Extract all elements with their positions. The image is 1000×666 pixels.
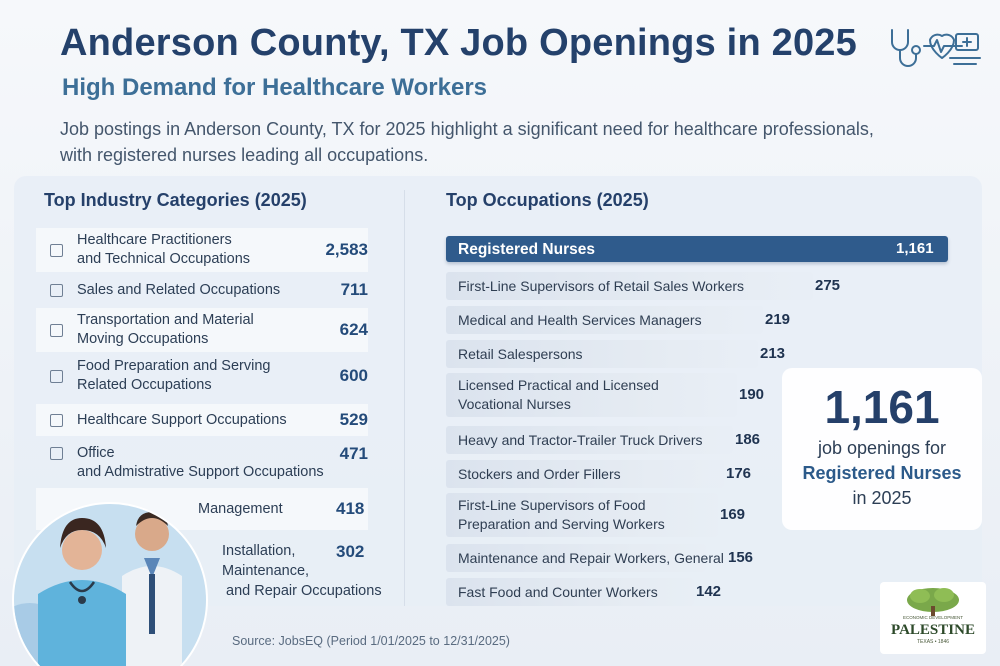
occupation-value: 186 [735, 431, 761, 448]
page-subtitle: High Demand for Healthcare Workers [62, 74, 488, 101]
industry-label: and Repair Occupations [226, 583, 382, 599]
industry-value: 529 [339, 410, 368, 429]
occupation-bar [446, 236, 948, 262]
occupation-value: 190 [739, 386, 765, 403]
industry-section-title: Top Industry Categories (2025) [44, 190, 307, 210]
callout-text: in 2025 [852, 488, 912, 508]
industry-label: Sales and Related Occupations [77, 281, 281, 298]
industry-value: 2,583 [325, 240, 368, 259]
industry-value: 471 [339, 444, 368, 463]
checkbox-icon [50, 413, 63, 427]
industry-label: Transportation and Material [77, 312, 254, 328]
occupation-label: Maintenance and Repair Workers, General [458, 549, 724, 566]
industry-row: Food Preparation and Serving Related Occ… [36, 354, 368, 398]
industry-label: and Admistrative Support Occupations [77, 464, 324, 480]
industry-label: Moving Occupations [77, 331, 209, 347]
occupation-bar [446, 340, 758, 368]
occupation-label: Fast Food and Counter Workers [458, 583, 658, 600]
intro-line-1: Job postings in Anderson County, TX for … [60, 119, 874, 139]
industry-label: Office [77, 445, 115, 461]
occupation-value: 1,161 [896, 240, 934, 257]
intro-text: Job postings in Anderson County, TX for … [60, 116, 980, 168]
healthcare-workers-photo [12, 502, 208, 666]
occupation-value: 213 [760, 345, 786, 362]
checkbox-icon [50, 447, 63, 460]
industry-row: Office and Admistrative Support Occupati… [36, 440, 368, 484]
occupation-value: 169 [720, 506, 746, 523]
industry-value: 302 [336, 542, 365, 561]
industry-label: Food Preparation and Serving [77, 358, 271, 374]
panel-divider [404, 190, 405, 606]
industry-value: 624 [339, 320, 368, 339]
checkbox-icon [50, 243, 63, 257]
occupation-value: 156 [728, 549, 754, 566]
industry-row: Sales and Related Occupations 711 [36, 276, 368, 304]
industry-row: Healthcare Practitioners and Technical O… [36, 228, 368, 272]
logo-name: PALESTINE [891, 622, 975, 638]
occupation-label: Medical and Health Services Managers [458, 311, 702, 328]
callout-highlight: Registered Nurses [802, 463, 962, 483]
occupation-bar [446, 426, 733, 454]
occupation-label: Retail Salespersons [458, 345, 583, 362]
industry-row: Transportation and Material Moving Occup… [36, 308, 368, 352]
occupation-bar [446, 578, 694, 606]
occupation-label: Registered Nurses [458, 240, 595, 258]
industry-label: Installation, [222, 543, 296, 559]
occupation-bar [446, 544, 706, 572]
occupation-bar [446, 272, 813, 300]
occupation-label: First-Line Supervisors of Retail Sales W… [458, 277, 745, 294]
logo-bottom-text: TEXAS • 1846 [917, 639, 949, 645]
stethoscope-heartbeat-icon [891, 29, 981, 67]
logo-top-text: ECONOMIC DEVELOPMENT [903, 615, 963, 620]
industry-row: Healthcare Support Occupations 529 [36, 404, 368, 436]
checkbox-icon [50, 283, 63, 297]
checkbox-icon [50, 323, 63, 337]
palestine-edc-logo: ECONOMIC DEVELOPMENT PALESTINE TEXAS • 1… [880, 582, 986, 654]
industry-label: Healthcare Support Occupations [77, 411, 287, 428]
occupation-bar [446, 493, 718, 537]
occupations-section-title: Top Occupations (2025) [446, 190, 649, 210]
industry-value: 600 [339, 366, 368, 385]
industry-label: Healthcare Practitioners [77, 232, 232, 248]
callout-number: 1,161 [824, 381, 940, 433]
highlight-callout: 1,161 job openings for Registered Nurses… [782, 368, 982, 530]
source-note: Source: JobsEQ (Period 1/01/2025 to 12/3… [232, 634, 510, 648]
page-title: Anderson County, TX Job Openings in 2025 [60, 22, 857, 64]
occupation-bar [446, 460, 724, 488]
callout-text: job openings for [817, 438, 947, 458]
checkbox-icon [50, 369, 63, 383]
occupation-value: 275 [815, 277, 841, 294]
industry-label: Related Occupations [77, 377, 212, 393]
occupation-label: Licensed Practical and Licensed Vocationa… [458, 377, 659, 412]
intro-line-2: with registered nurses leading all occup… [60, 145, 429, 165]
occupation-label: Heavy and Tractor-Trailer Truck Drivers [458, 431, 703, 448]
industry-label: Management [198, 501, 283, 517]
industry-label: Maintenance, [222, 563, 310, 579]
industry-value: 418 [336, 499, 365, 518]
occupation-label: First-Line Supervisors of Food Preparatio… [458, 497, 665, 532]
industry-label: and Technical Occupations [77, 251, 251, 267]
occupation-value: 176 [726, 465, 752, 482]
occupation-bar [446, 306, 763, 334]
industry-value: 711 [340, 280, 368, 299]
occupation-bar [446, 373, 737, 417]
occupation-value: 219 [765, 311, 791, 328]
occupation-value: 142 [696, 583, 722, 600]
occupation-label: Stockers and Order Fillers [458, 465, 621, 482]
